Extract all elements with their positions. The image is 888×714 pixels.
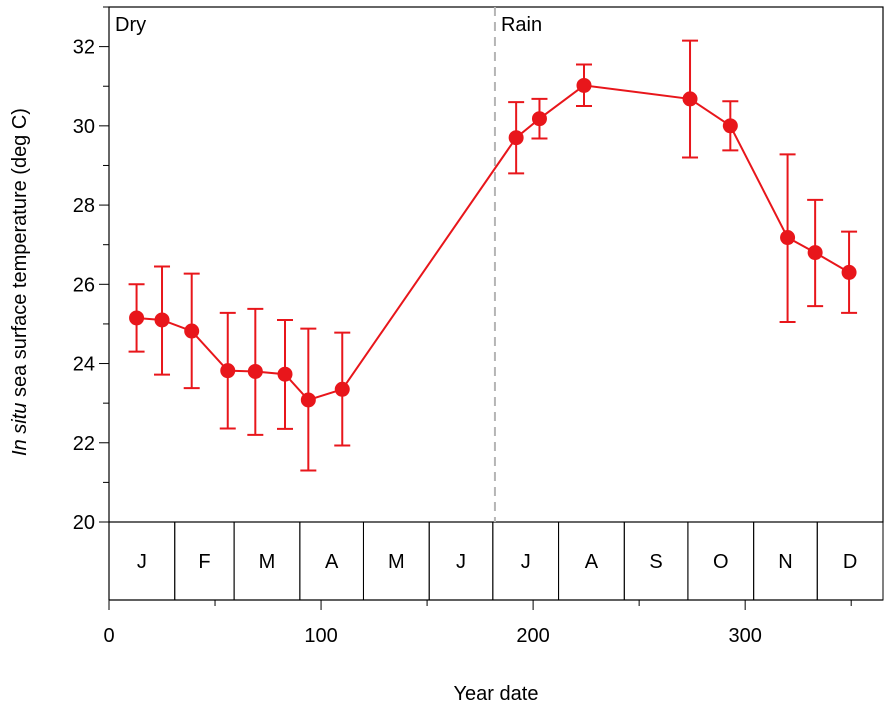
series-group	[128, 39, 858, 472]
data-point	[220, 363, 236, 379]
x-tick-label: 200	[516, 625, 549, 647]
axes-group: J F M A M J J A S O N D 20 22 24 26 28 30 32 0 100 200 300 Dry R…	[73, 6, 884, 647]
month-label: M	[259, 551, 276, 573]
month-label: M	[388, 551, 405, 573]
data-point	[780, 230, 796, 246]
month-label: J	[521, 551, 531, 573]
data-point	[129, 310, 145, 326]
data-point	[300, 392, 316, 408]
plot-frame	[108, 6, 884, 523]
month-label: S	[649, 551, 662, 573]
x-tick-label: 300	[728, 625, 761, 647]
month-label: N	[778, 551, 792, 573]
month-label: D	[843, 551, 857, 573]
y-axis-label: In situ sea surface temperature (deg C)	[9, 108, 31, 456]
month-label: F	[198, 551, 210, 573]
y-tick-label: 30	[73, 116, 95, 138]
y-tick-label: 28	[73, 195, 95, 217]
x-tick-label: 100	[304, 625, 337, 647]
y-axis-label-italic: In situ	[9, 403, 31, 456]
data-point	[531, 111, 547, 127]
data-point	[841, 264, 857, 280]
data-point	[334, 381, 350, 397]
y-tick-label: 22	[73, 433, 95, 455]
data-point	[154, 312, 170, 328]
data-point	[722, 118, 738, 134]
series-line	[136, 84, 850, 402]
data-point	[508, 130, 524, 146]
data-point	[807, 245, 823, 261]
data-point	[576, 77, 592, 93]
y-tick-label: 26	[73, 274, 95, 296]
month-label: A	[585, 551, 599, 573]
data-point	[682, 91, 698, 107]
x-axis-label: Year date	[454, 683, 539, 705]
data-point	[184, 323, 200, 339]
month-label: J	[137, 551, 147, 573]
x-tick-label: 0	[103, 625, 114, 647]
data-point	[277, 366, 293, 382]
y-tick-label: 24	[73, 354, 95, 376]
month-label: A	[325, 551, 339, 573]
month-label: J	[456, 551, 466, 573]
y-tick-label: 20	[73, 512, 95, 534]
data-point	[247, 363, 263, 379]
month-box	[816, 521, 884, 601]
period-label: Dry	[115, 14, 146, 36]
period-label: Rain	[501, 14, 542, 36]
month-label: O	[713, 551, 729, 573]
y-tick-label: 32	[73, 37, 95, 59]
y-axis-label-rest: sea surface temperature (deg C)	[9, 108, 31, 403]
